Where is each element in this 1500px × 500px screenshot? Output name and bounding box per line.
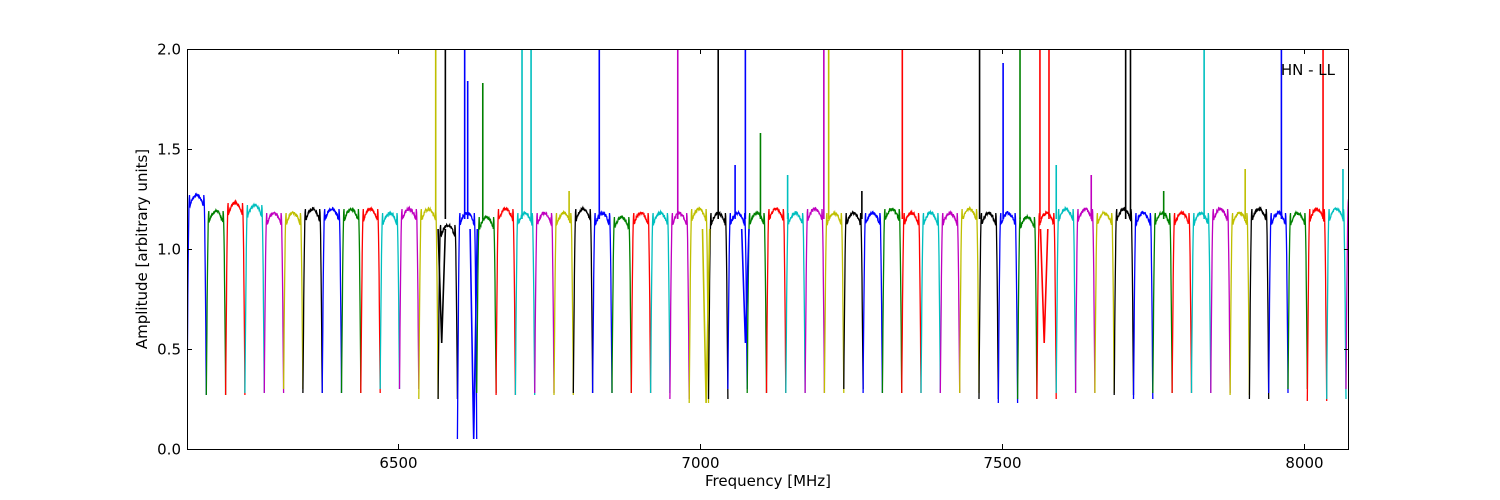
channel-series-35 — [843, 210, 864, 390]
y-axis: 0.0 0.5 1.0 1.5 2.0 — [157, 41, 1349, 459]
channel-series-23 — [611, 215, 632, 394]
dip-feature — [1039, 228, 1049, 344]
channel-series-27 — [688, 206, 710, 404]
channel-series-40 — [939, 209, 961, 394]
channel-series-52 — [1171, 210, 1193, 394]
channel-series-21 — [572, 205, 594, 394]
y-tick-label: 2.0 — [157, 41, 181, 59]
channel-series-6 — [282, 210, 304, 390]
channel-series-20 — [553, 209, 574, 396]
channel-series-60 — [1326, 206, 1347, 400]
channel-series-41 — [959, 205, 980, 394]
y-tick-label: 0.5 — [157, 341, 181, 359]
channel-series-10 — [360, 206, 381, 394]
channel-series-26 — [669, 210, 690, 400]
x-tick-label: 7000 — [681, 454, 719, 472]
channel-series-48 — [1094, 210, 1115, 394]
channel-series-34 — [823, 209, 845, 394]
channel-series-8 — [321, 206, 343, 394]
channel-series-44 — [1016, 213, 1038, 400]
channel-series-56 — [1248, 206, 1270, 400]
dip-feature — [469, 228, 479, 440]
channel-series-9 — [340, 207, 362, 394]
channel-series-37 — [881, 207, 903, 394]
dip-feature — [740, 228, 750, 344]
x-tick-label: 7500 — [983, 454, 1021, 472]
channel-series-39 — [920, 209, 941, 394]
y-tick-label: 0.0 — [157, 441, 181, 459]
channel-series-31 — [765, 207, 787, 394]
channel-series-45 — [1036, 210, 1057, 400]
channel-series-3 — [224, 199, 246, 396]
channel-series-29 — [727, 209, 748, 390]
channel-series-4 — [244, 202, 265, 394]
channel-series-42 — [978, 210, 999, 400]
channel-series-14 — [437, 222, 459, 400]
channel-series-43 — [997, 210, 1019, 404]
y-axis-label: Amplitude [arbitrary units] — [133, 149, 151, 349]
y-tick-label: 1.0 — [157, 241, 181, 259]
dip-feature — [701, 228, 711, 404]
channel-series-57 — [1268, 209, 1289, 394]
channel-series-1 — [187, 192, 207, 396]
channel-series-18 — [514, 210, 536, 396]
channel-series-5 — [263, 211, 285, 394]
chart-annotation: HN - LL — [1281, 61, 1336, 79]
y-tick-label: 1.5 — [157, 141, 181, 159]
channel-series-25 — [649, 209, 671, 394]
channel-series-54 — [1210, 206, 1231, 394]
channel-series-46 — [1055, 205, 1077, 394]
channel-series-51 — [1152, 210, 1173, 394]
channel-series-11 — [379, 210, 401, 390]
x-axis: 6500 7000 7500 8000 — [379, 49, 1324, 472]
channel-series-12 — [398, 205, 420, 390]
series-layer — [187, 49, 1349, 440]
channel-series-49 — [1113, 206, 1135, 396]
x-tick-label: 8000 — [1285, 454, 1323, 472]
x-tick-label: 6500 — [379, 454, 417, 472]
channel-series-32 — [785, 210, 806, 394]
channel-series-55 — [1229, 211, 1251, 396]
channel-series-30 — [746, 210, 768, 394]
channel-series-7 — [302, 206, 323, 394]
channel-series-2 — [205, 207, 227, 396]
channel-series-33 — [804, 206, 826, 394]
channel-series-50 — [1132, 210, 1154, 400]
channel-series-53 — [1190, 210, 1212, 394]
x-axis-label: Frequency [MHz] — [705, 472, 831, 490]
channel-series-38 — [901, 209, 922, 394]
dip-feature — [437, 228, 447, 344]
channel-series-36 — [862, 210, 884, 394]
channel-series-58 — [1287, 210, 1308, 390]
channel-series-19 — [534, 211, 555, 394]
channel-series-17 — [495, 206, 517, 396]
channel-series-24 — [630, 211, 652, 394]
channel-series-22 — [591, 210, 613, 394]
channel-series-16 — [476, 214, 497, 394]
